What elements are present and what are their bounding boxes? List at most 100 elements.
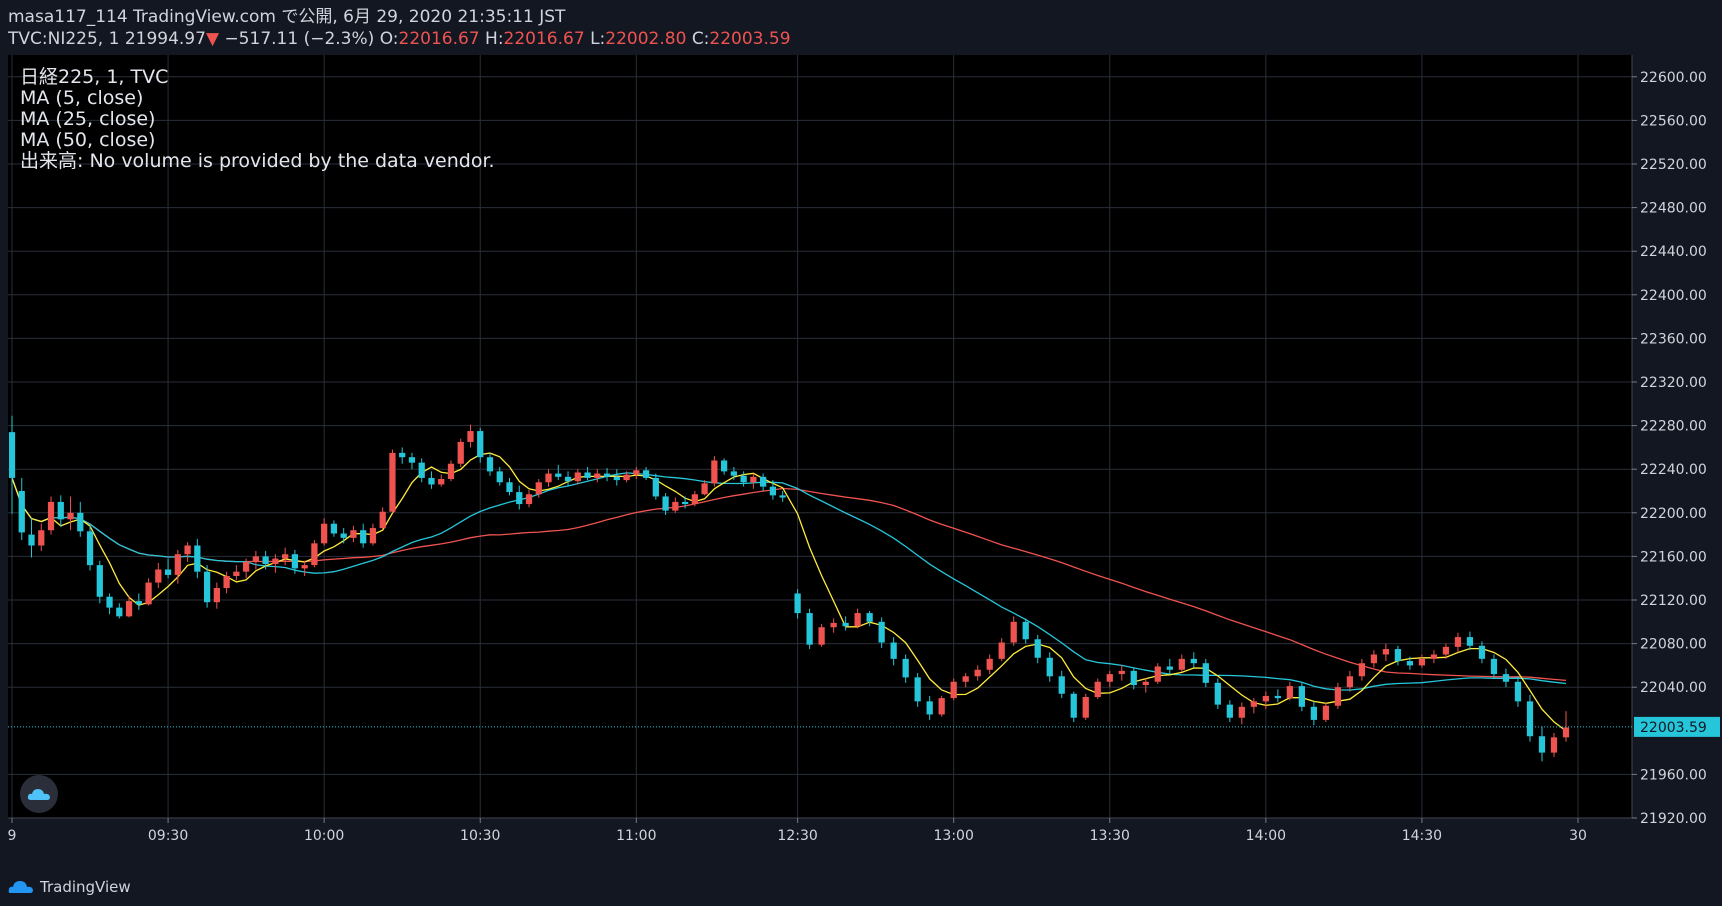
candle-body xyxy=(750,476,757,483)
price-tick-label: 22360.00 xyxy=(1640,331,1707,347)
brand-label: TradingView xyxy=(40,878,131,896)
candle-body xyxy=(1130,670,1137,686)
candle-body xyxy=(174,554,181,575)
candle-body xyxy=(311,543,318,566)
time-tick-label: 09:30 xyxy=(148,828,188,844)
candle-body xyxy=(962,676,969,682)
symbol-label: TVC:NI225, 1 xyxy=(8,29,120,49)
time-tick-label: 10:00 xyxy=(304,828,344,844)
chart-header: masa117_114 TradingView.com で公開, 6月 29, … xyxy=(8,6,791,50)
candle-body xyxy=(1502,674,1510,682)
candle-body xyxy=(389,452,396,512)
candle-body xyxy=(408,457,416,463)
price-tick-label: 22240.00 xyxy=(1640,462,1707,478)
candle-body xyxy=(1358,663,1366,677)
price-tick-label: 22520.00 xyxy=(1640,157,1707,173)
candle-body xyxy=(779,495,786,498)
candle-body xyxy=(155,569,162,583)
candle-body xyxy=(878,621,885,643)
candle-body xyxy=(379,511,386,529)
price-tick-label: 21960.00 xyxy=(1640,767,1707,783)
candle-body xyxy=(203,571,211,603)
candle-body xyxy=(418,462,425,478)
candle-body xyxy=(67,512,74,520)
price-tick-label: 22200.00 xyxy=(1640,506,1707,522)
price-axis[interactable]: 22600.00 22560.00 22520.00 22480.00 22440.00… xyxy=(1631,55,1707,827)
candle-body xyxy=(28,534,35,546)
candle-body xyxy=(496,471,503,483)
time-tick-label: 13:30 xyxy=(1090,828,1130,844)
candle-body xyxy=(914,677,921,702)
candle-body xyxy=(301,565,308,569)
candle-body xyxy=(1550,737,1558,753)
candle-body xyxy=(890,642,897,659)
price-tick-label: 22400.00 xyxy=(1640,288,1707,304)
legend-ma5[interactable]: MA (5, close) xyxy=(20,87,144,109)
candle-body xyxy=(1202,663,1209,683)
candle-body xyxy=(525,494,533,505)
candle-body xyxy=(1538,736,1546,753)
candle-body xyxy=(369,528,377,544)
candle-body xyxy=(272,558,279,565)
candle-body xyxy=(213,588,220,603)
time-axis[interactable]: 9 09:30 10:00 10:30 11:00 12:30 13:00 13:30 14:0… xyxy=(8,817,1632,844)
candle-body xyxy=(321,523,328,544)
open-value: 22016.67 xyxy=(398,29,480,49)
candle-body xyxy=(986,658,993,670)
candle-body xyxy=(223,576,230,589)
candle-body xyxy=(535,482,542,495)
time-tick-label: 14:00 xyxy=(1246,828,1286,844)
high-label: H: xyxy=(485,29,504,49)
candle-body xyxy=(1094,681,1101,698)
candle-body xyxy=(428,477,435,485)
candle-body xyxy=(854,613,861,627)
price-tick-label: 21920.00 xyxy=(1640,811,1707,827)
candle-body xyxy=(486,457,494,472)
last-price-label: 22003.59 xyxy=(1640,720,1707,736)
candle-body xyxy=(77,512,84,532)
candle-body xyxy=(623,474,630,481)
low-label: L: xyxy=(590,29,606,49)
candle-body xyxy=(642,470,650,478)
candle-body xyxy=(720,460,728,472)
candle-body xyxy=(86,531,94,566)
candle-body xyxy=(242,561,250,572)
candle-body xyxy=(1106,674,1113,682)
time-tick-label: 13:00 xyxy=(934,828,974,844)
candle-body xyxy=(652,477,659,497)
candle-body xyxy=(1118,670,1125,675)
candle-body xyxy=(1526,701,1534,737)
candle-body xyxy=(711,460,718,484)
candle-body xyxy=(1442,646,1450,655)
candle-body xyxy=(125,601,133,617)
candle-body xyxy=(135,601,142,605)
price-tick-label: 22040.00 xyxy=(1640,680,1707,696)
candle-body xyxy=(164,569,172,575)
cloud-icon[interactable] xyxy=(20,775,58,813)
candle-body xyxy=(1214,682,1221,705)
low-value: 22002.80 xyxy=(605,29,687,49)
candle-body xyxy=(1262,695,1269,702)
legend-volume[interactable]: 出来高: No volume is provided by the data v… xyxy=(20,150,495,172)
price-tick-label: 22440.00 xyxy=(1640,244,1707,260)
candle-body xyxy=(1298,686,1305,707)
legend-symbol[interactable]: 日経225, 1, TVC xyxy=(20,66,169,88)
time-tick-label: 14:30 xyxy=(1402,828,1442,844)
candle-body xyxy=(1154,666,1161,682)
candle-body xyxy=(998,642,1005,659)
candle-body xyxy=(447,463,455,480)
candle-body xyxy=(1466,637,1474,646)
candle-body xyxy=(1394,649,1402,662)
candle-body xyxy=(291,554,299,569)
candle-body xyxy=(506,482,513,493)
candle-body xyxy=(282,554,289,559)
price-tick-label: 22600.00 xyxy=(1640,70,1707,86)
price-tick-label: 22080.00 xyxy=(1640,637,1707,653)
candle-body xyxy=(950,681,957,699)
legend-ma50[interactable]: MA (50, close) xyxy=(20,129,156,151)
candle-body xyxy=(350,530,357,538)
last-price-marker: 22003.59 xyxy=(8,716,1720,737)
candle-body xyxy=(1562,727,1570,738)
legend-ma25[interactable]: MA (25, close) xyxy=(20,108,156,130)
